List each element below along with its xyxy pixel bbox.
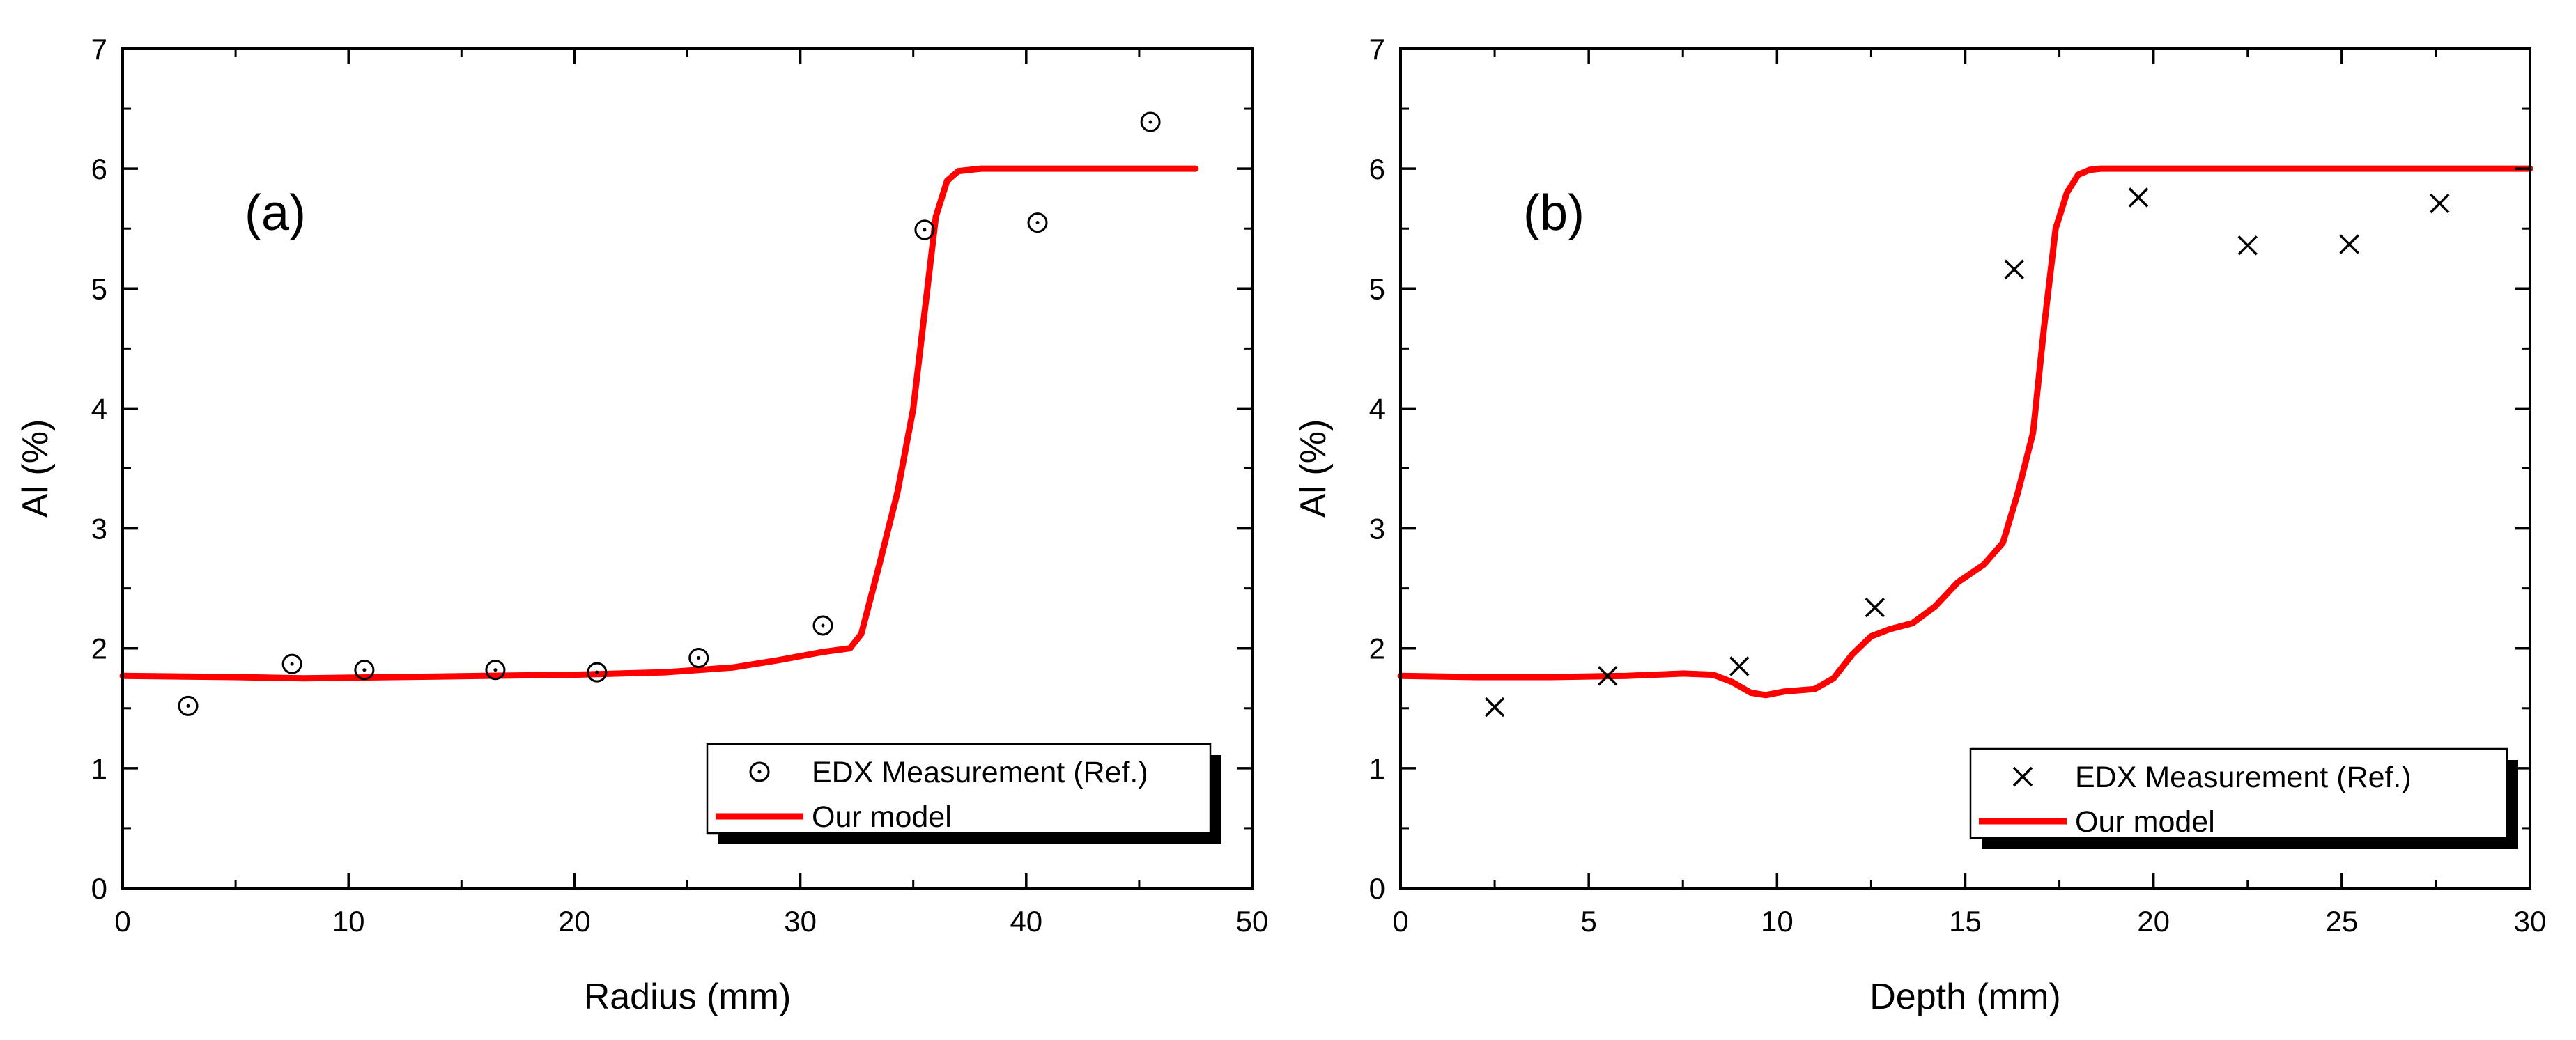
data-point-ring [1140,111,1161,132]
y-tick-label: 3 [1369,513,1385,545]
y-tick-label: 6 [91,153,107,185]
data-point [1865,597,1885,618]
data-point-dot [1148,120,1152,124]
data-point [1729,656,1750,676]
y-tick-label: 5 [91,272,107,305]
y-tick-label: 4 [1369,392,1385,425]
data-point [2004,259,2024,279]
legend-marker [749,761,770,782]
data-point-ring [354,660,375,681]
chart-panel-a: 0 10 20 30 40 50 0 1 2 3 4 5 6 7 Radius (mm) Al (%) (a) E… [15,33,1268,1017]
data-point [485,660,506,681]
data-point [2339,234,2359,254]
data-point-ring [178,695,199,716]
data-point-dot [821,623,825,628]
legend-marker-dot [757,770,762,774]
x-tick-label: 0 [1392,905,1408,938]
data-point [2430,193,2450,214]
y-axis-title: Al (%) [1293,419,1334,518]
x-tick-label: 0 [114,905,130,938]
y-tick-label: 4 [91,392,107,425]
y-tick-label: 7 [91,33,107,65]
data-point-dot [923,228,927,232]
x-tick-label: 20 [558,905,591,938]
y-tick-label: 7 [1369,33,1385,65]
y-tick-label: 3 [91,513,107,545]
x-tick-label: 20 [2137,905,2170,938]
legend-label: Our model [812,800,952,834]
data-point [914,219,935,240]
y-tick-label: 1 [1369,752,1385,785]
x-tick-label: 10 [332,905,365,938]
legend-marker [2012,766,2033,787]
data-point-dot [1035,221,1040,225]
panel-label: (b) [1523,185,1584,241]
y-tick-label: 5 [1369,272,1385,305]
legend-label: EDX Measurement (Ref.) [2075,761,2412,794]
data-point-ring [281,653,302,674]
y-axis-title: Al (%) [15,419,56,518]
data-point [1140,111,1161,132]
y-tick-label: 0 [1369,872,1385,905]
legend-label: Our model [2075,805,2215,839]
model-line [1397,165,2533,699]
x-tick-label: 10 [1761,905,1794,938]
data-point [1597,666,1618,686]
y-tick-label: 1 [91,752,107,785]
data-point-ring [1027,212,1048,233]
x-tick-label: 40 [1010,905,1042,938]
x-tick-label: 50 [1236,905,1269,938]
x-tick-label: 30 [2514,905,2547,938]
data-point-dot [595,670,599,674]
data-point-dot [186,704,190,708]
data-point-ring [587,662,608,683]
data-point-dot [290,662,294,666]
x-axis-title: Radius (mm) [584,977,792,1017]
data-point [178,695,199,716]
x-tick-label: 30 [784,905,817,938]
x-tick-label: 15 [1949,905,1982,938]
y-tick-label: 2 [1369,632,1385,665]
legend: EDX Measurement (Ref.) Our model [1969,747,2518,849]
model-line [119,165,1199,682]
data-point [2237,235,2258,256]
legend-label: EDX Measurement (Ref.) [812,756,1148,789]
panel-label: (a) [245,185,306,241]
data-point-ring [485,660,506,681]
data-point [587,662,608,683]
y-tick-label: 2 [91,632,107,665]
data-point-dot [362,668,367,672]
y-tick-label: 0 [91,872,107,905]
data-point [812,615,833,636]
data-point-ring [914,219,935,240]
data-point-ring [812,615,833,636]
data-point [688,647,709,668]
data-point [1484,697,1505,717]
x-axis-title: Depth (mm) [1869,977,2060,1017]
data-point [2128,187,2149,208]
x-tick-label: 25 [2325,905,2358,938]
x-tick-label: 5 [1580,905,1596,938]
data-point-dot [493,668,498,672]
data-point [281,653,302,674]
legend: EDX Measurement (Ref.) Our model [706,743,1221,844]
data-point-ring [688,647,709,668]
data-point [1027,212,1048,233]
data-point-dot [697,655,701,660]
chart-panel-b: 0 5 10 15 20 25 30 0 1 2 3 4 5 6 7 Depth (mm) Al (%) (b) E… [1293,33,2546,1017]
y-tick-label: 6 [1369,153,1385,185]
data-point [354,660,375,681]
